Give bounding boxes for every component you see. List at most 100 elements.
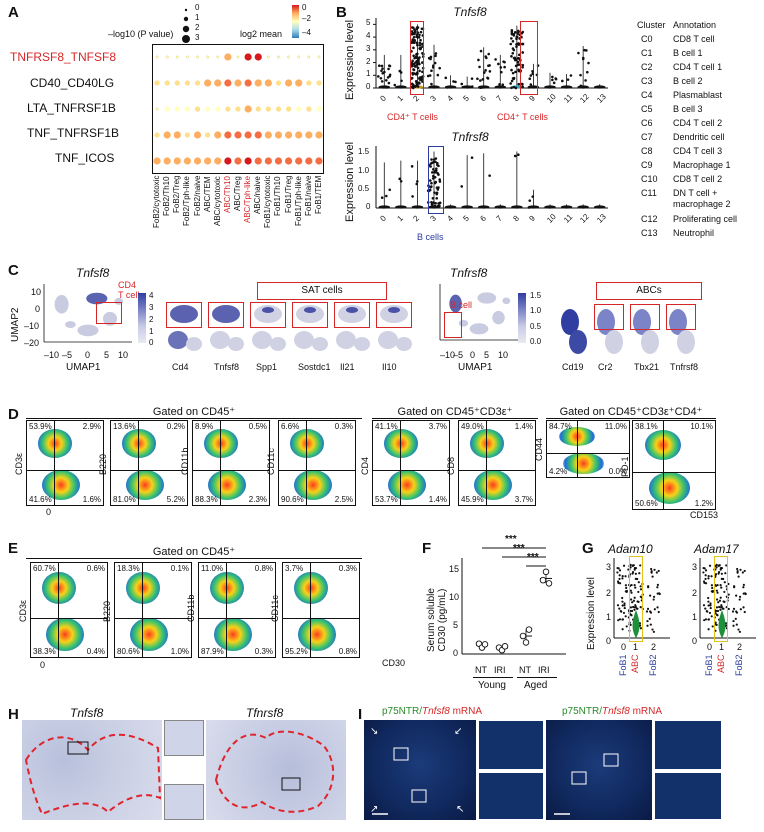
pct-top-right: 10.1% <box>690 422 713 431</box>
g-point <box>741 571 744 574</box>
violin-point <box>430 158 433 161</box>
violin-body <box>544 85 556 89</box>
violin-point <box>427 56 431 60</box>
d-ylabel-5: CD8 <box>446 456 456 475</box>
umapR-xtick-m5: –5 <box>453 350 464 360</box>
violin-point <box>512 77 516 81</box>
violin-point <box>488 70 492 73</box>
flow-quad-v <box>54 421 56 505</box>
g-ytick-0b: 0 <box>692 636 698 646</box>
fluor-main-left: ↘ ↙ ↗ ↖ <box>364 720 476 820</box>
violin-point <box>587 61 590 65</box>
violin-point <box>411 86 415 90</box>
umapR-xtick-10: 10 <box>498 350 509 360</box>
g-point <box>651 575 654 578</box>
g-point <box>622 611 626 615</box>
b2-xtick-0: 0 <box>378 213 389 224</box>
violin-point <box>511 71 515 75</box>
d-ylabel-2: CD11b <box>180 447 190 475</box>
g-point <box>646 619 649 623</box>
dot-mark <box>184 106 191 112</box>
g-point <box>715 589 718 592</box>
violin-point <box>420 61 424 64</box>
g-point <box>616 580 620 583</box>
violin-point <box>418 44 422 47</box>
flow-quad-v <box>306 421 308 505</box>
table-annotation: Macrophage 1 <box>673 160 731 170</box>
violin-point <box>527 206 531 209</box>
e-flow-3: 3.7% 0.3% 95.2% 0.8% <box>282 562 360 658</box>
histology-left <box>22 720 162 820</box>
pct-bottom-right: 0.8% <box>338 647 357 656</box>
dot-mark <box>193 157 202 165</box>
dot-mark <box>174 106 180 112</box>
violin-point <box>381 67 384 70</box>
b1-xtick-3: 3 <box>428 93 438 104</box>
violin-point <box>436 73 440 77</box>
violin-point <box>437 164 440 168</box>
g-point <box>718 599 722 602</box>
dot-mark <box>204 79 212 87</box>
violin-point <box>438 180 442 183</box>
violin-point <box>416 66 420 70</box>
violin-point <box>478 65 481 69</box>
dot-mark <box>225 106 231 112</box>
violin-point <box>430 203 434 206</box>
g-point <box>632 564 635 567</box>
umap-blob <box>633 309 651 335</box>
violin-point <box>416 43 419 47</box>
flow-quad-h <box>279 469 355 471</box>
violin-point <box>433 191 436 194</box>
flow-density-blob <box>388 469 427 500</box>
violin-point <box>551 75 554 79</box>
violin-point <box>431 196 435 200</box>
violin-point <box>500 85 504 89</box>
violin-point <box>531 69 534 73</box>
dot-mark <box>173 131 181 139</box>
violin-body <box>577 205 589 209</box>
b2-ytick-1.0: 1.0 <box>358 165 370 175</box>
g-point <box>707 574 710 578</box>
gene-umap-svg <box>633 309 659 354</box>
dot-mark <box>224 131 232 139</box>
violin-point <box>444 76 448 80</box>
gene-umap-svg <box>597 309 623 354</box>
dot-mark <box>306 106 312 112</box>
gene-umap-svg <box>561 309 587 354</box>
color-legend-tick-2: –2 <box>302 14 311 23</box>
violin-point <box>417 36 421 39</box>
violin-point <box>433 170 437 174</box>
violin-point <box>384 78 388 82</box>
violin-point <box>416 59 419 63</box>
b2-xtick-1: 1 <box>395 213 405 224</box>
violin-point <box>434 54 437 58</box>
g-cluster-num-1-2: 2 <box>737 642 743 652</box>
fluor-inset-left-top <box>478 720 544 770</box>
g-point <box>630 598 633 601</box>
g-point <box>710 575 713 578</box>
b-cell-annotation: B cells <box>417 232 444 242</box>
g-point <box>738 595 742 598</box>
g-point <box>639 588 643 591</box>
violin-point <box>438 204 441 208</box>
b1-xtick-6: 6 <box>478 93 488 104</box>
flow-quad-v <box>662 421 664 509</box>
violin-point <box>432 168 435 171</box>
violin-point <box>531 195 535 198</box>
dot-mark <box>315 157 323 165</box>
violin-point <box>561 79 564 83</box>
violin-point <box>484 69 487 72</box>
violin-point <box>412 41 416 45</box>
violin-point <box>398 177 402 181</box>
table-cluster-id: C8 <box>641 146 653 156</box>
b2-ytick-1.5: 1.5 <box>358 147 370 157</box>
sig-star-3: *** <box>527 552 539 563</box>
g-point <box>702 604 706 607</box>
fluor-title-left: p75NTR/Tnfsf8 mRNA <box>382 706 483 717</box>
sig-star-2: *** <box>513 543 525 554</box>
violin-point <box>487 52 491 56</box>
d-flow-0: 53.9% 2.9% 41.6% 1.6% <box>26 420 104 506</box>
e-flow-0: 60.7% 0.6% 38.3% 0.4% <box>30 562 108 658</box>
color-legend-title: log2 mean <box>240 29 283 39</box>
g-point <box>727 607 730 611</box>
